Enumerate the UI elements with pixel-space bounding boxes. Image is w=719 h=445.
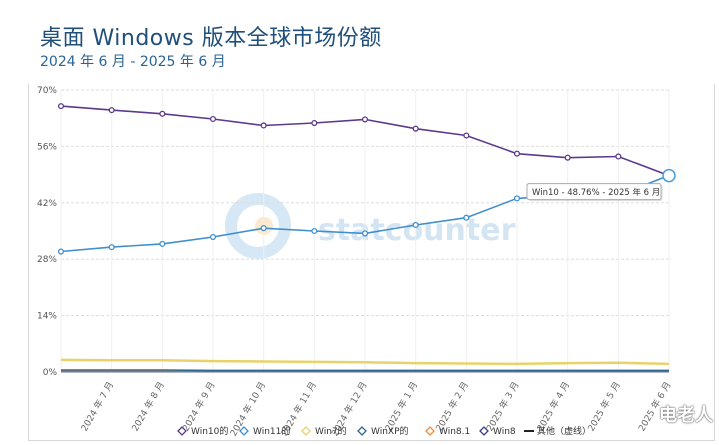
data-point-win10: [260, 122, 267, 129]
data-point-win11: [108, 244, 115, 251]
legend-diamond-icon: [479, 426, 489, 436]
data-point-win10: [108, 107, 115, 114]
data-point-win10: [209, 115, 217, 123]
watermark-brand-text: statcounter: [318, 213, 516, 248]
data-point-win11: [412, 221, 419, 229]
data-point-win11: [159, 240, 166, 247]
data-point-win11: [463, 214, 470, 221]
legend-diamond-icon: [301, 426, 311, 436]
x-tick-label: 2025 年 2 月: [433, 380, 471, 434]
x-tick-label: 2024 年 9 月: [180, 380, 218, 434]
y-tick-label: 56%: [37, 142, 57, 152]
data-point-win11: [209, 233, 217, 241]
data-point-win11: [513, 195, 521, 202]
data-point-win10: [615, 153, 622, 160]
data-point-win10: [57, 103, 65, 110]
chart-subtitle: 2024 年 6 月 - 2025 年 6 月: [40, 54, 226, 70]
data-point-win10: [361, 116, 369, 123]
data-point-win10: [463, 132, 470, 139]
y-tick-label: 42%: [37, 199, 57, 209]
x-tick-label: 2024 年 7 月: [78, 380, 116, 434]
tooltip-box: [526, 183, 662, 201]
legend-diamond-icon: [425, 426, 435, 436]
legend-item-win11[interactable]: Win11的: [239, 425, 290, 437]
legend-item-win10[interactable]: Win10的: [177, 425, 228, 437]
x-tick-label: 2025 年 5 月: [585, 380, 623, 434]
data-point-win10: [311, 119, 318, 127]
statcounter-watermark: statcounter: [225, 193, 516, 259]
data-point-win10: [564, 154, 571, 161]
chart-header: 桌面 Windows 版本全球市场份额 2024 年 6 月 - 2025 年 …: [0, 0, 719, 84]
chart-panel: [28, 84, 715, 441]
legend-item-winxp[interactable]: WinXP的: [357, 425, 409, 437]
legend-diamond-icon: [239, 426, 249, 436]
legend-label: 其他（虚线）: [537, 425, 591, 437]
data-point-win11: [311, 227, 318, 235]
data-point-win10: [159, 110, 166, 117]
legend-label: WinXP的: [371, 425, 409, 437]
legend-label: Win7的: [315, 425, 347, 437]
legend-item-other[interactable]: 其他（虚线）: [524, 425, 591, 437]
series-line-win7: [60, 358, 670, 366]
data-point-win11: [57, 248, 65, 255]
legend-item-win81[interactable]: Win8.1: [425, 426, 470, 437]
tooltip: Win10 - 48.76% - 2025 年 6 月: [526, 183, 663, 202]
y-tick-label: 28%: [37, 255, 57, 265]
watermark-logo-ring-icon: [225, 193, 291, 259]
y-tick-label: 14%: [37, 312, 57, 322]
x-tick-label: 2025 年 4 月: [534, 380, 572, 434]
data-point-win11: [260, 225, 267, 232]
y-tick-label: 70%: [37, 86, 57, 96]
legend-item-win8[interactable]: Win8: [479, 426, 516, 437]
x-tick-label: 2025 年 1 月: [382, 380, 420, 434]
corner-watermark: 电老人: [659, 405, 713, 426]
x-tick-label: 2025 年 3 月: [484, 380, 522, 434]
legend-diamond-icon: [357, 426, 367, 436]
y-tick-label: 0%: [43, 368, 58, 378]
legend-diamond-icon: [177, 426, 187, 436]
legend-label: Win8.1: [439, 427, 470, 437]
legend-label: Win10的: [191, 425, 228, 437]
legend-label: Win11的: [253, 425, 290, 437]
data-point-win10: [513, 150, 521, 157]
x-tick-label: 2024 年 8 月: [129, 380, 167, 434]
data-point-win10: [412, 125, 419, 132]
legend-label: Win8: [493, 427, 516, 437]
legend-item-win7[interactable]: Win7的: [301, 425, 347, 437]
highlight-point: [662, 168, 676, 183]
data-point-win11: [361, 230, 369, 237]
chart-title: 桌面 Windows 版本全球市场份额: [40, 26, 382, 51]
tooltip-text: Win10 - 48.76% - 2025 年 6 月: [532, 187, 660, 198]
